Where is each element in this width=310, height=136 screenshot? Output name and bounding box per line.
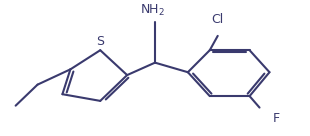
Text: F: F xyxy=(273,112,280,125)
Text: Cl: Cl xyxy=(212,13,224,26)
Text: NH$_2$: NH$_2$ xyxy=(140,3,165,18)
Text: S: S xyxy=(96,35,104,48)
